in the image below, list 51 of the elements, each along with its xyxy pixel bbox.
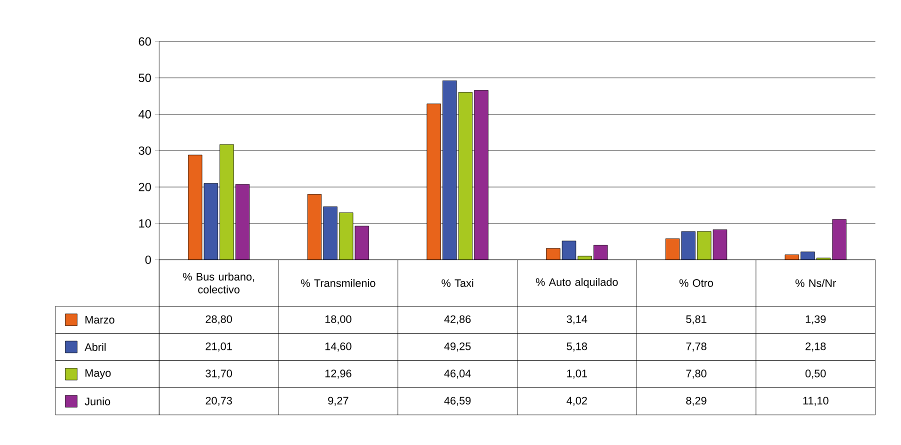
bar bbox=[458, 92, 473, 260]
legend-label: Junio bbox=[84, 398, 110, 406]
legend-label: Mayo bbox=[86, 370, 111, 380]
bar bbox=[338, 212, 354, 260]
bar bbox=[354, 226, 370, 260]
data-label: 11,10 bbox=[803, 397, 828, 406]
legend-label: Marzo bbox=[86, 316, 114, 324]
data-label: 5,81 bbox=[686, 316, 706, 325]
data-label: 46,59 bbox=[444, 397, 471, 406]
x-tick-label: % Ns/Nr bbox=[796, 279, 836, 288]
data-label: 18,00 bbox=[325, 316, 352, 325]
data-label: 1,39 bbox=[806, 316, 826, 325]
bar bbox=[474, 90, 488, 260]
data-label: 0,50 bbox=[805, 370, 826, 379]
data-label: 46,04 bbox=[444, 370, 471, 379]
data-label: 5,18 bbox=[566, 342, 588, 352]
data-label: 14,60 bbox=[325, 342, 352, 352]
data-label: 20,73 bbox=[206, 397, 232, 406]
bar bbox=[697, 231, 712, 260]
data-label: 42,86 bbox=[444, 316, 471, 325]
data-label: 1,01 bbox=[567, 370, 587, 379]
y-tick-label: 50 bbox=[138, 74, 151, 82]
data-label: 7,78 bbox=[686, 342, 706, 352]
bar bbox=[220, 144, 234, 260]
data-label: 9,27 bbox=[328, 397, 348, 406]
data-label: 7,80 bbox=[686, 370, 706, 379]
y-tick-label: 10 bbox=[139, 219, 151, 228]
data-label: 21,01 bbox=[206, 342, 232, 352]
data-label: 3,14 bbox=[566, 316, 588, 325]
x-tick-label: % Auto alquilado bbox=[536, 278, 618, 288]
y-tick-label: 40 bbox=[138, 110, 151, 119]
data-label: 4,02 bbox=[566, 397, 587, 406]
x-tick-label: % Transmilenio bbox=[301, 279, 376, 288]
data-label: 12,96 bbox=[325, 370, 352, 379]
bar bbox=[832, 219, 846, 260]
data-label: 31,70 bbox=[206, 370, 232, 379]
data-label: 28,80 bbox=[206, 316, 232, 325]
y-tick-label: 20 bbox=[138, 183, 151, 192]
y-tick-label: 60 bbox=[138, 38, 151, 46]
x-tick-label: % Otro bbox=[679, 279, 714, 288]
data-label: 49,25 bbox=[444, 342, 471, 352]
x-tick-label: % Bus urbano, colectivo bbox=[182, 272, 254, 294]
bar bbox=[235, 184, 250, 260]
y-tick-label: 30 bbox=[138, 146, 151, 156]
x-tick-label: % Taxi bbox=[442, 279, 474, 288]
y-tick-label: 0 bbox=[145, 256, 151, 264]
bar bbox=[594, 245, 608, 260]
data-label: 2,18 bbox=[806, 342, 826, 352]
legend-label: Abril bbox=[84, 343, 106, 352]
data-label: 8,29 bbox=[686, 397, 706, 406]
bar bbox=[712, 230, 728, 260]
